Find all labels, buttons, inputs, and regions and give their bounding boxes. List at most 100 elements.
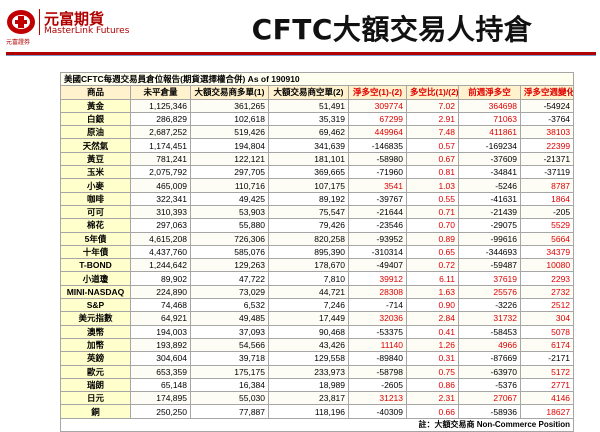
cell-prev-net: -169234 bbox=[458, 138, 521, 153]
cell-prev-net: 37619 bbox=[458, 271, 521, 286]
cell-large-long: 54,566 bbox=[190, 337, 269, 353]
cell-open-interest: 1,244,642 bbox=[130, 258, 191, 273]
cell-net-change: 34379 bbox=[519, 244, 575, 260]
cell-commodity: 日元 bbox=[60, 391, 131, 406]
cell-net-change: 5078 bbox=[519, 324, 575, 339]
cell-net-position: 309774 bbox=[348, 98, 407, 113]
cell-commodity: 歐元 bbox=[60, 364, 131, 379]
cell-prev-net: 31732 bbox=[458, 311, 521, 326]
masterlink-logo-icon bbox=[7, 10, 35, 34]
cell-long-short-ratio: 0.67 bbox=[406, 151, 459, 167]
cell-net-position: 31213 bbox=[348, 391, 407, 406]
cell-large-long: 102,618 bbox=[190, 111, 269, 127]
logo-english-name: MasterLink Futures bbox=[44, 26, 130, 36]
cell-long-short-ratio: 0.90 bbox=[406, 298, 459, 313]
cell-open-interest: 304,604 bbox=[130, 351, 191, 366]
cell-commodity: 5年債 bbox=[60, 231, 131, 246]
column-header-net-change: 淨多空週變化 bbox=[519, 85, 575, 100]
cell-long-short-ratio: 7.48 bbox=[406, 125, 459, 140]
cell-open-interest: 2,075,792 bbox=[130, 165, 191, 180]
cell-large-short: 75,547 bbox=[268, 204, 349, 220]
cell-large-short: 7,810 bbox=[268, 271, 349, 286]
cell-long-short-ratio: 2.84 bbox=[406, 311, 459, 326]
cell-net-change: 5172 bbox=[519, 364, 575, 379]
cell-prev-net: -29075 bbox=[458, 218, 521, 233]
cell-net-position: -714 bbox=[348, 298, 407, 313]
cell-open-interest: 322,341 bbox=[130, 191, 191, 206]
cell-large-short: 51,491 bbox=[268, 98, 349, 113]
cell-open-interest: 89,902 bbox=[130, 271, 191, 286]
cell-commodity: 美元指數 bbox=[60, 311, 131, 326]
cell-long-short-ratio: 0.89 bbox=[406, 231, 459, 246]
column-header-large-long: 大額交易商多單(1) bbox=[190, 85, 269, 100]
table-row: 小道瓊 89,902 47,722 7,810 39912 6.11 37619 2293 bbox=[60, 271, 575, 286]
cell-net-change: 2293 bbox=[519, 271, 575, 286]
cell-large-short: 178,670 bbox=[268, 258, 349, 273]
cell-commodity: MINI-NASDAQ bbox=[60, 284, 131, 300]
cell-net-change: -21371 bbox=[519, 151, 575, 167]
table-row: 白銀 286,829 102,618 35,319 67299 2.91 71063 -376… bbox=[60, 111, 575, 127]
cell-net-position: -58798 bbox=[348, 364, 407, 379]
cell-commodity: 小麥 bbox=[60, 178, 131, 193]
cell-prev-net: 71063 bbox=[458, 111, 521, 127]
column-header-commodity: 商品 bbox=[60, 85, 131, 100]
column-header-long-short-ratio: 多空比(1)/(2) bbox=[406, 85, 459, 100]
cell-prev-net: -99616 bbox=[458, 231, 521, 246]
cell-prev-net: -21439 bbox=[458, 204, 521, 220]
cell-net-change: 5664 bbox=[519, 231, 575, 246]
table-row: 小麥 465,009 110,716 107,175 3541 1.03 -5246 8787 bbox=[60, 178, 575, 193]
table-caption: 美國CFTC每週交易員倉位報告(期貨選擇權合併) As of 190910 bbox=[59, 71, 575, 87]
cell-long-short-ratio: 1.26 bbox=[406, 337, 459, 353]
cell-large-long: 55,880 bbox=[190, 218, 269, 233]
cell-long-short-ratio: 0.41 bbox=[406, 324, 459, 339]
cell-large-long: 47,722 bbox=[190, 271, 269, 286]
cell-open-interest: 194,003 bbox=[130, 324, 191, 339]
cell-net-change: -37119 bbox=[519, 165, 575, 180]
cell-long-short-ratio: 0.72 bbox=[406, 258, 459, 273]
cftc-positions-table-panel: 美國CFTC每週交易員倉位報告(期貨選擇權合併) As of 190910 商品… bbox=[59, 71, 575, 432]
cell-large-long: 361,265 bbox=[190, 98, 269, 113]
table-row: 澳幣 194,003 37,093 90,468 -53375 0.41 -58453 507… bbox=[60, 324, 575, 339]
cell-commodity: 瑞朗 bbox=[60, 377, 131, 393]
cell-long-short-ratio: 0.70 bbox=[406, 218, 459, 233]
cell-prev-net: -58453 bbox=[458, 324, 521, 339]
cell-large-short: 129,558 bbox=[268, 351, 349, 366]
cell-commodity: 十年債 bbox=[60, 244, 131, 260]
table-row: 黃豆 781,241 122,121 181,101 -58980 0.67 -37609-… bbox=[60, 151, 575, 167]
cell-net-position: -40309 bbox=[348, 404, 407, 419]
column-header-net-position: 淨多空(1)-(2) bbox=[348, 85, 407, 100]
cell-net-change: 2771 bbox=[519, 377, 575, 393]
cell-prev-net: -59487 bbox=[458, 258, 521, 273]
table-row: MINI-NASDAQ 224,890 73,029 44,721 28308 1.63 2… bbox=[60, 284, 575, 300]
table-caption-row: 美國CFTC每週交易員倉位報告(期貨選擇權合併) As of 190910 bbox=[59, 71, 575, 87]
table-row: 日元 174,895 55,030 23,817 31213 2.31 27067 4146 bbox=[60, 391, 575, 406]
cell-prev-net: -87669 bbox=[458, 351, 521, 366]
cell-large-short: 181,101 bbox=[268, 151, 349, 167]
cell-open-interest: 781,241 bbox=[130, 151, 191, 167]
cell-open-interest: 193,892 bbox=[130, 337, 191, 353]
cell-net-position: -23546 bbox=[348, 218, 407, 233]
cell-large-short: 89,192 bbox=[268, 191, 349, 206]
table-row: 銅 250,250 77,887 118,196 -40309 0.66 -58936 186… bbox=[60, 404, 575, 419]
cell-large-short: 17,449 bbox=[268, 311, 349, 326]
cell-open-interest: 250,250 bbox=[130, 404, 191, 419]
table-row: 瑞朗 65,148 16,384 18,989 -2605 0.86 -5376 2771 bbox=[60, 377, 575, 393]
cell-commodity: 英鎊 bbox=[60, 351, 131, 366]
cell-prev-net: 25576 bbox=[458, 284, 521, 300]
cell-open-interest: 1,125,346 bbox=[130, 98, 191, 113]
title-divider-thin bbox=[6, 55, 596, 56]
cell-net-change: 5529 bbox=[519, 218, 575, 233]
cell-net-change: 304 bbox=[519, 311, 575, 326]
cell-commodity: 天然氣 bbox=[60, 138, 131, 153]
cell-net-position: 28308 bbox=[348, 284, 407, 300]
cell-commodity: 澳幣 bbox=[60, 324, 131, 339]
cell-open-interest: 286,829 bbox=[130, 111, 191, 127]
cell-large-short: 23,817 bbox=[268, 391, 349, 406]
cell-commodity: 白銀 bbox=[60, 111, 131, 127]
cell-long-short-ratio: 0.31 bbox=[406, 351, 459, 366]
cell-net-change: 10080 bbox=[519, 258, 575, 273]
cftc-positions-table: 美國CFTC每週交易員倉位報告(期貨選擇權合併) As of 190910 商品… bbox=[59, 71, 575, 432]
cell-net-position: -39767 bbox=[348, 191, 407, 206]
cell-net-change: -3764 bbox=[519, 111, 575, 127]
cell-large-short: 18,989 bbox=[268, 377, 349, 393]
